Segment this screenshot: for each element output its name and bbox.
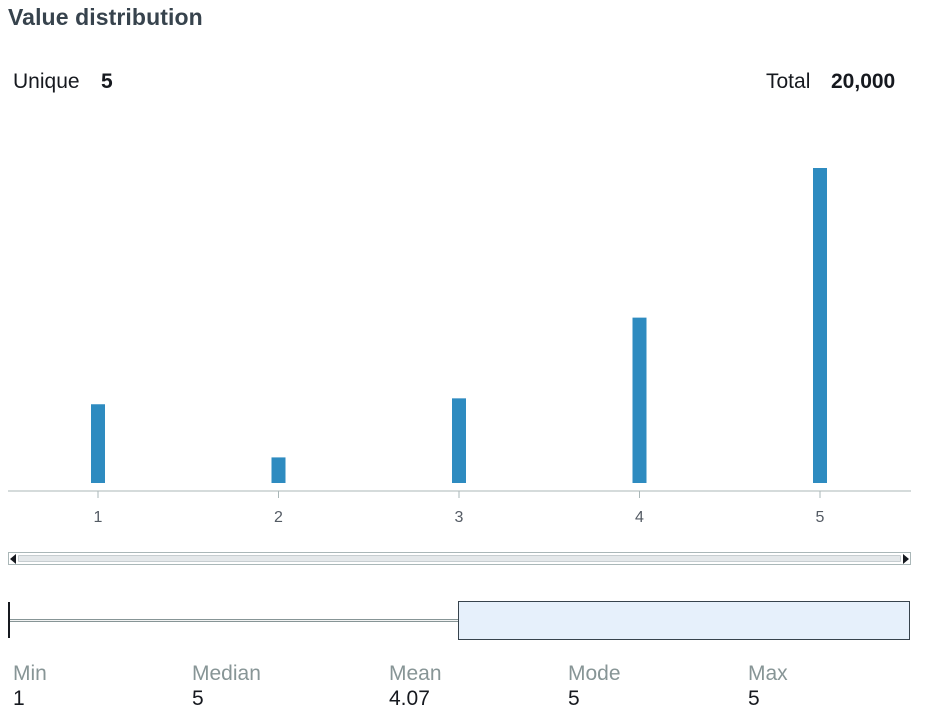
x-tick-label: 1	[94, 509, 103, 526]
histogram-bar-1[interactable]	[91, 404, 105, 483]
box-plot-whisker	[10, 619, 458, 622]
stat-mean: Mean 4.07	[389, 662, 442, 711]
total-value: 20,000	[831, 70, 896, 93]
chart-horizontal-scrollbar[interactable]	[8, 552, 911, 565]
box-plot-min-tick	[8, 602, 10, 638]
stat-mode: Mode 5	[568, 662, 621, 711]
stat-mode-label: Mode	[568, 662, 621, 685]
scrollbar-thumb[interactable]	[18, 555, 901, 562]
histogram-chart: 1 2 3 4 5	[8, 168, 911, 526]
histogram-bar-5[interactable]	[813, 168, 827, 483]
stat-min: Min 1	[13, 662, 47, 711]
stat-mode-value: 5	[568, 687, 580, 710]
unique-value: 5	[101, 70, 113, 93]
unique-label: Unique	[13, 70, 80, 93]
x-tick-label: 5	[816, 509, 825, 526]
box-plot-iqr-box	[458, 601, 910, 640]
histogram-bar-2[interactable]	[271, 457, 286, 483]
stat-max: Max 5	[748, 662, 788, 711]
stat-median-value: 5	[192, 687, 204, 710]
stat-mean-label: Mean	[389, 662, 442, 685]
stat-mean-value: 4.07	[389, 687, 430, 710]
total-label: Total	[766, 70, 811, 93]
scroll-right-arrow-icon[interactable]	[903, 554, 909, 564]
box-plot	[0, 596, 925, 646]
stat-min-value: 1	[13, 687, 25, 710]
x-tick-label: 2	[274, 509, 283, 526]
stat-max-label: Max	[748, 662, 788, 685]
stat-median-label: Median	[192, 662, 261, 685]
histogram-bar-3[interactable]	[452, 398, 466, 483]
stat-max-value: 5	[748, 687, 760, 710]
histogram-bar-4[interactable]	[632, 317, 647, 483]
stat-min-label: Min	[13, 662, 47, 685]
scroll-left-arrow-icon[interactable]	[10, 554, 16, 564]
x-tick-label: 4	[635, 509, 644, 526]
panel-title: Value distribution	[8, 4, 203, 30]
x-tick-label: 3	[455, 509, 464, 526]
stat-median: Median 5	[192, 662, 261, 711]
